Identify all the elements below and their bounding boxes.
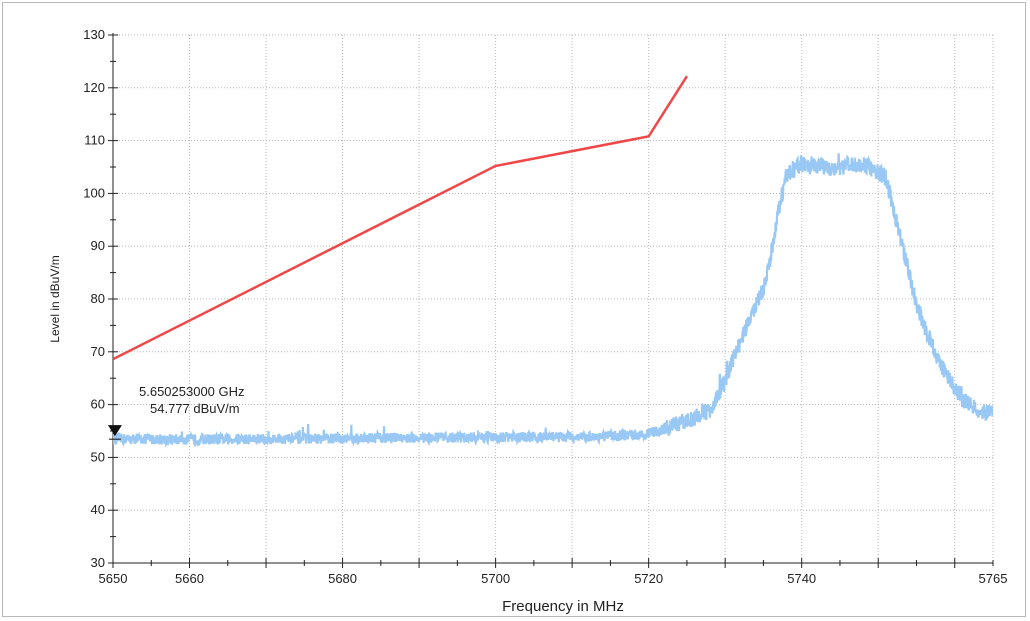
x-tick-label: 5650	[99, 571, 128, 586]
y-tick-label: 70	[91, 344, 105, 359]
y-tick-label: 130	[83, 27, 105, 42]
y-tick-label: 80	[91, 291, 105, 306]
y-tick-label: 40	[91, 502, 105, 517]
x-axis-title: Frequency in MHz	[502, 598, 624, 615]
grid	[112, 34, 994, 564]
spectrum-chart: 30 40 50 60 70 80 90 100 110 120 130 5650 5660 5680 57…	[48, 27, 1008, 615]
marker-level-label: 54.777 dBuV/m	[150, 401, 240, 416]
y-tick-label: 120	[83, 80, 105, 95]
y-tick-label: 50	[91, 449, 105, 464]
y-tick-label: 100	[83, 185, 105, 200]
series-limit-line	[113, 75, 688, 361]
x-tick-label: 5680	[328, 571, 357, 586]
x-tick-label: 5740	[787, 571, 816, 586]
x-tick-label: 5720	[634, 571, 663, 586]
y-tick-label: 60	[91, 397, 105, 412]
series-measurement-trace	[113, 153, 993, 448]
y-tick-label: 110	[84, 133, 105, 148]
y-axis-title: Level in dBuV/m	[48, 255, 62, 342]
x-tick-label: 5765	[979, 571, 1008, 586]
x-tick-label: 5660	[175, 571, 204, 586]
marker-frequency-label: 5.650253000 GHz	[139, 384, 245, 399]
x-tick-label: 5700	[481, 571, 510, 586]
marker-triangle-icon	[107, 425, 122, 437]
y-tick-label: 90	[91, 238, 105, 253]
y-tick-label: 30	[91, 555, 105, 570]
